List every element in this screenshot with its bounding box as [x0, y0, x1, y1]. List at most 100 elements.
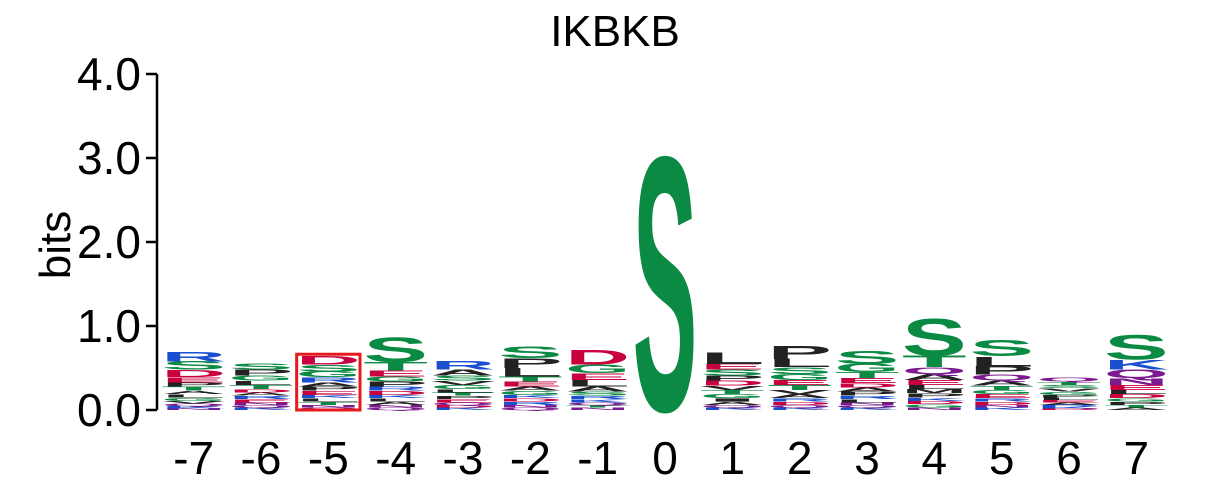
- letter-R-pos-5: R: [969, 397, 1034, 402]
- letter-D-pos-7: D: [1104, 393, 1169, 399]
- letter-I-pos-1: I: [700, 397, 765, 402]
- letter-S-pos-7: S: [1104, 328, 1169, 367]
- highlight-box: [295, 352, 362, 412]
- letter-L-pos--7: L: [161, 393, 226, 398]
- letter-G-pos-2: G: [767, 372, 832, 381]
- letter-T-pos--4: T: [363, 360, 428, 373]
- letter-D-pos-4: D: [902, 400, 967, 405]
- letter-A-pos-4: A: [902, 372, 967, 381]
- x-tick-label: -2: [510, 432, 551, 484]
- letter-R-pos--5: R: [296, 376, 361, 384]
- letter-P-pos-7: P: [1104, 401, 1169, 406]
- letter-K-pos--4: K: [363, 394, 428, 399]
- letter-P-pos--3: P: [431, 395, 496, 400]
- letter-N-pos-5: N: [969, 404, 1034, 408]
- letter-T-pos--3: T: [431, 391, 496, 396]
- letter-Q-pos--3: Q: [431, 402, 496, 406]
- letter-S-pos-4: S: [902, 308, 967, 367]
- letter-A-pos--3: A: [431, 368, 496, 377]
- letter-P-pos-2: P: [767, 342, 832, 363]
- letter-K-pos-5: K: [969, 407, 1034, 411]
- letter-G-pos-7: G: [1104, 397, 1169, 402]
- letter-E-pos--7: E: [161, 376, 226, 384]
- letter-L-pos--2: L: [498, 366, 563, 379]
- letter-E-pos-6: E: [1037, 399, 1102, 403]
- letter-N-pos--7: N: [161, 408, 226, 411]
- x-tick-label: -1: [577, 432, 618, 484]
- letter-L-pos--4: L: [363, 397, 428, 402]
- letter-S-pos--1: S: [565, 390, 630, 397]
- letter-S-pos--5: S: [296, 363, 361, 373]
- letter-P-pos--2: P: [498, 355, 563, 371]
- x-tick-label: 3: [854, 432, 880, 484]
- letter-K-pos-3: K: [835, 407, 900, 411]
- letter-N-pos--5: N: [296, 404, 361, 408]
- letter-V-pos--7: V: [161, 400, 226, 404]
- letter-L-pos--5: L: [296, 397, 361, 402]
- y-tick-label: 4.0: [77, 48, 141, 100]
- y-tick-label: 1.0: [77, 300, 141, 352]
- letter-T-pos--7: T: [161, 385, 226, 392]
- letter-E-pos-1: E: [700, 362, 765, 371]
- letter-D-pos-1: D: [700, 379, 765, 387]
- letter-D-pos--7: D: [161, 368, 226, 380]
- letter-E-pos--5: E: [296, 390, 361, 397]
- letter-D-pos--2: D: [498, 397, 563, 402]
- letter-T-pos-7: T: [1104, 404, 1169, 408]
- letter-L-pos-1: L: [700, 349, 765, 367]
- letter-A-pos--2: A: [498, 386, 563, 392]
- letter-L-pos--1: L: [565, 378, 630, 388]
- letter-S-pos-5: S: [969, 335, 1034, 361]
- letter-L-pos-6: L: [1037, 397, 1102, 401]
- letter-N-pos--2: N: [498, 404, 563, 408]
- letter-L-pos-5: L: [969, 354, 1034, 370]
- letter-R-pos--3: R: [431, 359, 496, 372]
- x-tick-label: 0: [652, 432, 678, 484]
- letter-G-pos--5: G: [296, 370, 361, 379]
- letter-N-pos-4: N: [902, 407, 967, 411]
- letter-S-pos-0: S: [633, 82, 698, 488]
- y-axis-title: bits: [31, 211, 80, 279]
- letter-T-pos--6: T: [229, 384, 294, 391]
- letter-K-pos--1: K: [565, 398, 630, 403]
- letter-V-pos-1: V: [700, 385, 765, 391]
- letter-K-pos-4: K: [902, 397, 967, 402]
- letter-A-pos-2: A: [767, 393, 832, 399]
- letter-R-pos-3: R: [835, 395, 900, 400]
- letter-S-pos-1: S: [700, 368, 765, 377]
- letter-S-pos--7: S: [161, 359, 226, 372]
- x-tick-label: 1: [720, 432, 746, 484]
- letter-A-pos-7: A: [1104, 407, 1169, 411]
- letter-D-pos-3: D: [835, 382, 900, 388]
- letter-D-pos-2: D: [767, 401, 832, 406]
- letter-N-pos--4: N: [363, 404, 428, 408]
- letter-N-pos-7: N: [1104, 376, 1169, 386]
- letter-E-pos-2: E: [767, 378, 832, 386]
- letter-N-pos--6: N: [229, 402, 294, 406]
- letter-S-pos--3: S: [431, 374, 496, 382]
- letter-Q-pos-1: Q: [700, 404, 765, 408]
- letter-S-pos-6: S: [1037, 384, 1102, 389]
- letter-G-pos-4: G: [902, 403, 967, 408]
- letter-Q-pos--7: Q: [161, 403, 226, 407]
- letter-Q-pos-4: Q: [902, 365, 967, 376]
- letter-G-pos--1: G: [565, 362, 630, 375]
- letter-K-pos--3: K: [431, 407, 496, 411]
- letter-G-pos--7: G: [161, 397, 226, 402]
- letter-P-pos-3: P: [835, 390, 900, 397]
- letter-P-pos-5: P: [969, 364, 1034, 377]
- letter-T-pos-1: T: [700, 389, 765, 396]
- letter-Q-pos-6: Q: [1037, 376, 1102, 382]
- x-tick-label: 7: [1124, 432, 1150, 484]
- letter-D-pos-6: D: [1037, 408, 1102, 411]
